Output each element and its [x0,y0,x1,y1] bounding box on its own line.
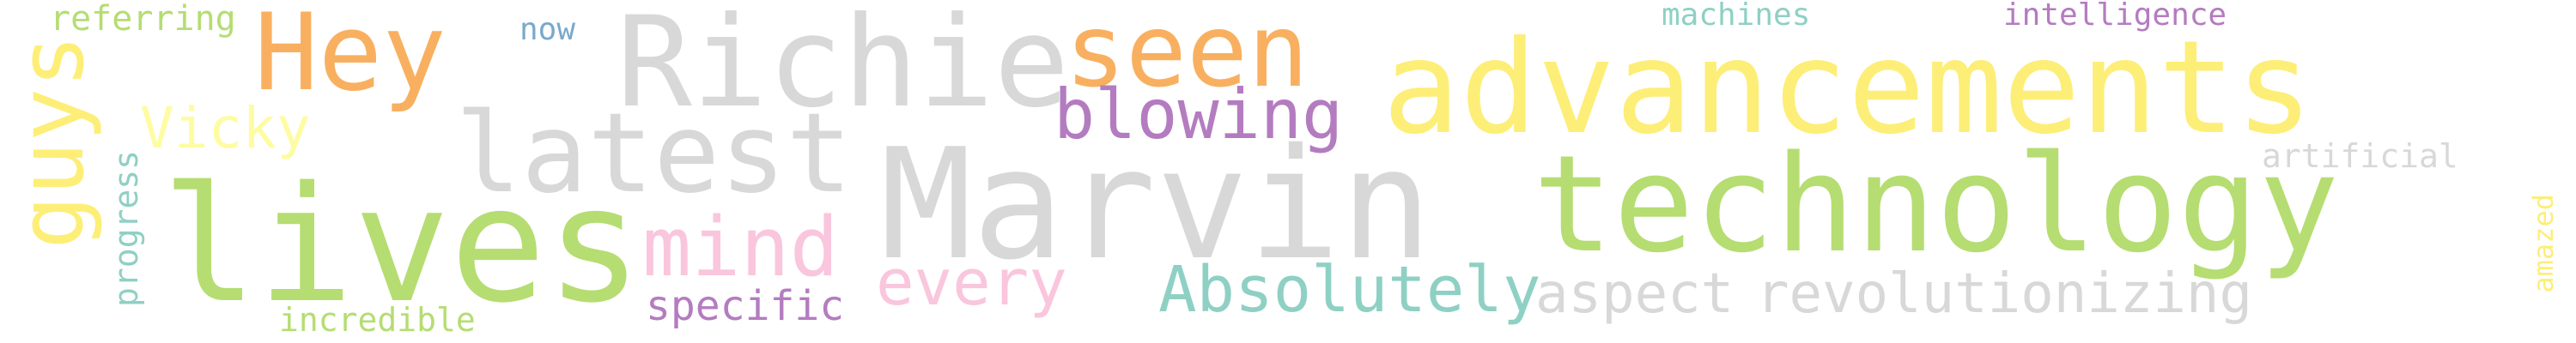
word-absolutely: Absolutely [1158,253,1541,327]
word-now: now [519,12,576,47]
word-referring: referring [50,0,236,39]
word-mind: mind [642,201,839,295]
word-marvin: Marvin [880,116,1432,293]
word-intelligence: intelligence [2003,0,2227,33]
word-seen: seen [1065,0,1309,110]
word-richie: Richie [617,0,1070,135]
word-lives: lives [161,152,642,338]
word-latest: latest [455,90,853,218]
word-specific: specific [646,282,845,330]
word-revolutionizing: revolutionizing [1756,262,2252,326]
word-vicky: Vicky [140,95,311,161]
word-advancements: advancements [1382,14,2313,163]
word-artificial: artificial [2262,137,2458,175]
word-hey: Hey [254,0,447,115]
word-guys: guys [0,34,104,250]
word-blowing: blowing [1054,75,1344,154]
word-amazed: amazed [2527,194,2560,293]
word-aspect: aspect [1535,262,1735,326]
word-every: every [876,246,1067,320]
word-technology: technology [1533,126,2340,282]
word-progress: progress [107,150,145,308]
word-machines: machines [1662,0,1811,33]
word-incredible: incredible [279,301,476,339]
